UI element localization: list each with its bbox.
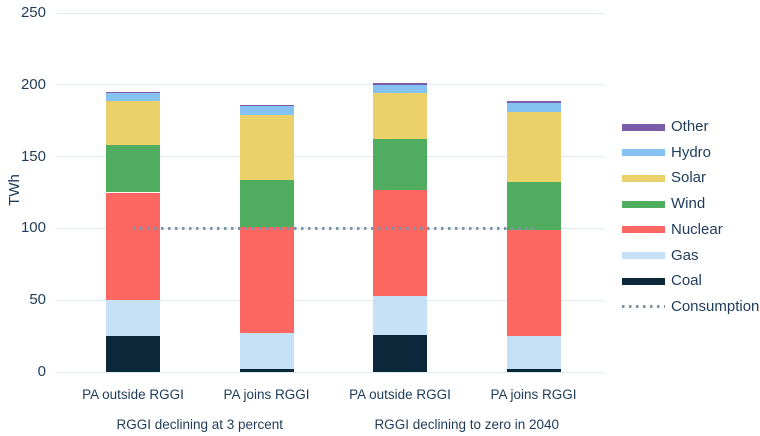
legend-item-gas: Gas bbox=[622, 243, 699, 269]
bar-3-segment-hydro bbox=[373, 84, 427, 94]
gridline-50 bbox=[56, 299, 604, 301]
legend-swatch-solar bbox=[622, 174, 665, 182]
group-label-1: RGGI declining at 3 percent bbox=[116, 417, 284, 432]
bar-2-segment-gas bbox=[239, 333, 294, 370]
bar-1-segment-nuclear bbox=[106, 192, 160, 301]
legend-swatch-nuclear bbox=[622, 226, 665, 234]
bar-4-segment-hydro bbox=[506, 103, 561, 113]
legend-swatch-other bbox=[622, 123, 665, 131]
gridline-250 bbox=[56, 12, 604, 14]
legend-label-wind: Wind bbox=[671, 195, 706, 213]
bar-4-segment-solar bbox=[506, 112, 561, 183]
legend-item-other: Other bbox=[622, 114, 709, 140]
bar-4-segment-nuclear bbox=[506, 229, 561, 337]
consumption-line bbox=[133, 226, 534, 230]
bar-2-segment-other bbox=[239, 104, 294, 107]
gridline-0 bbox=[56, 371, 604, 373]
legend-label-nuclear: Nuclear bbox=[671, 220, 723, 238]
legend-swatch-wind bbox=[622, 200, 665, 208]
legend-label-gas: Gas bbox=[671, 246, 699, 264]
legend-item-solar: Solar bbox=[622, 165, 706, 191]
bar-2-segment-coal bbox=[239, 369, 294, 372]
y-tick-label-250: 250 bbox=[20, 4, 46, 21]
legend-label-solar: Solar bbox=[671, 169, 707, 187]
x-category-label-4: PA joins RGGI bbox=[490, 387, 577, 402]
bar-3-segment-coal bbox=[373, 334, 427, 372]
bar-3-segment-solar bbox=[373, 93, 427, 140]
gridline-200 bbox=[56, 84, 604, 86]
bar-2-segment-nuclear bbox=[239, 226, 294, 334]
bar-3-segment-gas bbox=[373, 295, 427, 335]
legend-swatch-gas bbox=[622, 252, 665, 259]
bar-3-segment-other bbox=[373, 83, 427, 85]
legend-swatch-hydro bbox=[622, 149, 665, 157]
legend-label-hydro: Hydro bbox=[671, 143, 712, 161]
legend-item-coal: Coal bbox=[622, 268, 702, 294]
bar-2-segment-solar bbox=[239, 114, 294, 180]
legend-item-hydro: Hydro bbox=[622, 140, 711, 166]
y-tick-label-150: 150 bbox=[20, 147, 46, 165]
bar-3-segment-nuclear bbox=[373, 189, 427, 296]
y-tick-label-200: 200 bbox=[20, 75, 46, 93]
y-tick-label-50: 50 bbox=[29, 291, 46, 309]
x-category-label-3: PA outside RGGI bbox=[349, 387, 451, 402]
bar-4-segment-other bbox=[506, 100, 561, 104]
bar-1-segment-other bbox=[106, 91, 160, 94]
legend-swatch-coal bbox=[622, 277, 665, 285]
legend-label-other: Other bbox=[671, 118, 709, 135]
x-category-label-2: PA joins RGGI bbox=[223, 387, 310, 402]
bar-4-segment-wind bbox=[506, 182, 561, 230]
legend-item-nuclear: Nuclear bbox=[622, 217, 723, 243]
legend-label-coal: Coal bbox=[671, 272, 702, 290]
bar-2-segment-hydro bbox=[239, 106, 294, 115]
bar-4-segment-coal bbox=[506, 369, 561, 372]
bar-3-segment-wind bbox=[373, 139, 427, 190]
legend-item-wind: Wind bbox=[622, 191, 705, 217]
bar-1-segment-coal bbox=[106, 336, 160, 372]
bar-1-segment-hydro bbox=[106, 93, 160, 101]
group-label-2: RGGI declining to zero in 2040 bbox=[374, 417, 560, 432]
bar-1-segment-wind bbox=[106, 145, 160, 193]
legend-swatch-consumption bbox=[622, 305, 665, 309]
legend: Other Hydro Solar Wind Nuclear Gas Coal Consump… bbox=[622, 0, 760, 436]
bar-2-segment-wind bbox=[239, 179, 294, 227]
legend-item-consumption: Consumption bbox=[622, 294, 759, 320]
bar-4-segment-gas bbox=[506, 336, 561, 370]
gridline-150 bbox=[56, 156, 604, 158]
bar-1-segment-gas bbox=[106, 300, 160, 337]
bar-1-segment-solar bbox=[106, 100, 160, 146]
y-tick-label-100: 100 bbox=[20, 219, 46, 237]
x-category-label-1: PA outside RGGI bbox=[82, 387, 184, 402]
legend-label-consumption: Consumption bbox=[671, 297, 760, 315]
y-tick-label-0: 0 bbox=[37, 363, 46, 380]
